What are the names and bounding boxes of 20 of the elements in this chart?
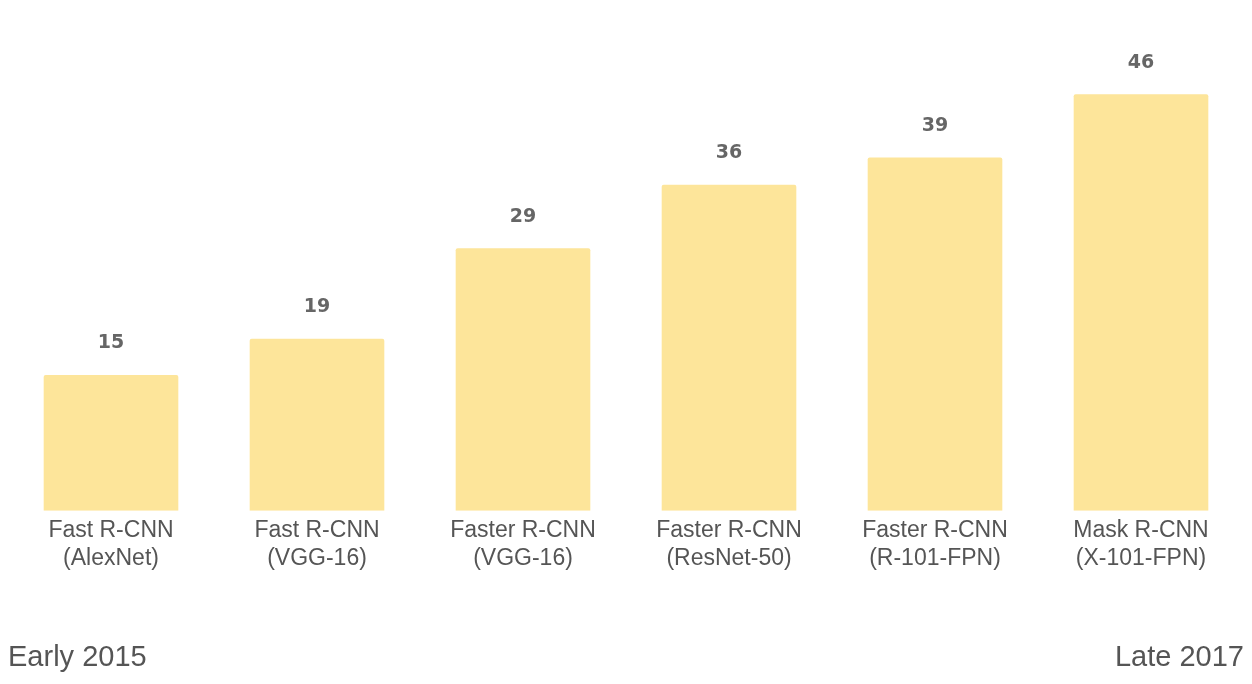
- data-label: 39: [921, 113, 949, 136]
- bar: [661, 184, 797, 511]
- text: Late 2017: [1114, 640, 1244, 673]
- bar: [1073, 94, 1209, 511]
- text: Early 2015: [8, 640, 147, 673]
- bar: [249, 338, 385, 511]
- data-label: 19: [303, 294, 331, 317]
- x-tick-label: Faster R-CNN (VGG-16): [450, 515, 596, 570]
- x-tick-label: Fast R-CNN (VGG-16): [254, 515, 380, 570]
- x-tick-label: Faster R-CNN (R-101-FPN): [862, 515, 1008, 570]
- data-label: 36: [715, 140, 743, 163]
- x-tick-label: Fast R-CNN (AlexNet): [48, 515, 174, 570]
- data-label: 15: [97, 330, 125, 353]
- data-label: 29: [509, 203, 537, 226]
- bar: [43, 374, 179, 511]
- x-tick-label: Mask R-CNN (X-101-FPN): [1073, 515, 1209, 570]
- x-tick-label: Faster R-CNN (ResNet-50): [656, 515, 802, 570]
- bar: [867, 157, 1003, 511]
- bar: [455, 248, 591, 511]
- data-label: 46: [1127, 49, 1155, 72]
